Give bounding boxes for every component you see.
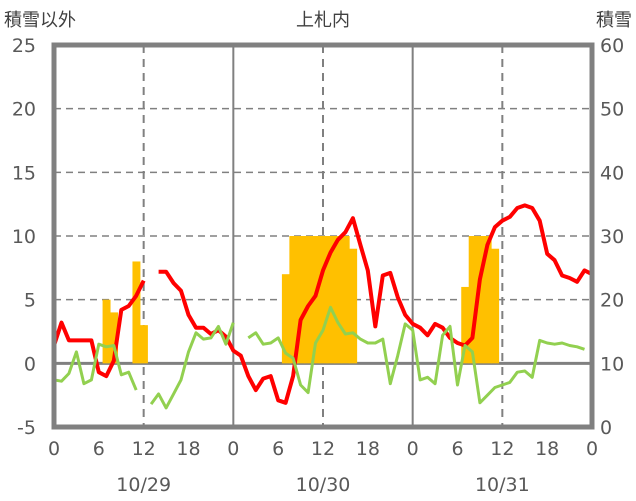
bar	[349, 248, 358, 364]
right-axis-label: 積雪	[596, 10, 632, 31]
date-label: 10/30	[296, 474, 351, 496]
right-tick-label: 60	[600, 35, 624, 57]
bar	[334, 236, 343, 364]
chart-title: 上札内	[296, 10, 350, 31]
bar	[132, 261, 141, 364]
date-label: 10/29	[116, 474, 171, 496]
bar	[296, 236, 305, 364]
x-tick-label: 18	[535, 438, 559, 460]
x-tick-label: 0	[227, 438, 239, 460]
right-tick-label: 20	[600, 290, 624, 312]
bar	[319, 236, 328, 364]
left-tick-label: 15	[12, 162, 36, 184]
x-tick-label: 12	[132, 438, 156, 460]
bar	[476, 236, 485, 364]
bar	[461, 286, 470, 364]
x-tick-label: 6	[451, 438, 463, 460]
bar	[326, 236, 335, 364]
bar	[289, 236, 298, 364]
bar	[304, 236, 313, 364]
x-tick-label: 18	[176, 438, 200, 460]
x-tick-label: 18	[356, 438, 380, 460]
bar	[139, 325, 148, 364]
series-green-line	[247, 305, 585, 405]
bar	[483, 236, 492, 364]
x-tick-label: 0	[407, 438, 419, 460]
bar	[281, 274, 290, 364]
series-green-line	[53, 342, 138, 391]
bar	[102, 299, 111, 364]
right-tick-label: 30	[600, 226, 624, 248]
left-tick-label: -5	[17, 417, 36, 439]
series-red-line	[52, 279, 146, 379]
x-tick-label: 0	[48, 438, 60, 460]
left-tick-label: 10	[12, 226, 36, 248]
bar	[311, 236, 320, 364]
bar	[341, 236, 350, 364]
series-green-line	[149, 322, 235, 410]
x-tick-label: 6	[93, 438, 105, 460]
x-tick-label: 12	[311, 438, 335, 460]
left-tick-label: 20	[12, 99, 36, 121]
left-tick-label: 0	[24, 353, 36, 375]
right-tick-label: 40	[600, 162, 624, 184]
right-tick-label: 10	[600, 353, 624, 375]
right-tick-label: 0	[600, 417, 612, 439]
bar	[491, 248, 500, 364]
x-tick-label: 0	[586, 438, 598, 460]
left-tick-label: 5	[24, 290, 36, 312]
left-axis-label: 積雪以外	[4, 10, 76, 31]
left-tick-label: 25	[12, 35, 36, 57]
right-tick-label: 50	[600, 99, 624, 121]
bar	[110, 312, 119, 364]
date-label: 10/31	[475, 474, 530, 496]
series-red-line	[158, 203, 593, 405]
plot-frame	[51, 42, 595, 430]
x-tick-label: 12	[490, 438, 514, 460]
bar	[468, 236, 477, 364]
x-tick-label: 6	[272, 438, 284, 460]
